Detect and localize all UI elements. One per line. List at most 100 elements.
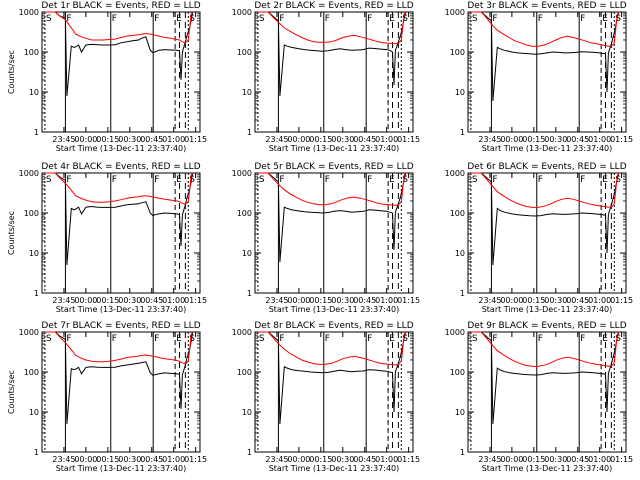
marker-label: E	[602, 14, 608, 24]
x-tick-label: 23:45	[52, 455, 75, 464]
marker-label: F	[492, 175, 497, 185]
marker-label: S	[615, 14, 621, 24]
series-lld	[257, 331, 407, 366]
x-tick-label: 00:15	[522, 455, 545, 464]
y-tick-label: 10	[29, 88, 39, 97]
x-tick-label: 00:30	[544, 296, 567, 305]
x-tick-label: 00:00	[287, 135, 310, 144]
x-tick-label: 00:15	[309, 296, 332, 305]
marker-label: E	[176, 175, 182, 185]
marker-label: F	[112, 334, 117, 344]
plot-frame	[41, 172, 201, 294]
x-tick-label: 23:45	[52, 135, 75, 144]
x-tick-label: 00:00	[287, 296, 310, 305]
x-tick-label: 01:00	[375, 135, 398, 144]
marker-label: F	[580, 334, 585, 344]
x-tick-label: 01:15	[397, 455, 420, 464]
series-lld	[257, 11, 407, 45]
y-tick-label: 1000	[232, 169, 252, 178]
series-events	[257, 331, 407, 425]
y-tick-label: 1000	[232, 8, 252, 17]
marker-label: S	[46, 14, 52, 24]
x-tick-label: 01:15	[397, 296, 420, 305]
marker-label: S	[402, 334, 408, 344]
marker-label: S	[615, 334, 621, 344]
marker-label: E	[602, 334, 608, 344]
y-tick-label: 100	[450, 209, 465, 218]
marker-label: F	[325, 334, 330, 344]
marker-label: E	[176, 334, 182, 344]
y-tick-label: 100	[237, 209, 252, 218]
x-tick-label: 00:00	[287, 455, 310, 464]
x-tick-label: 01:00	[162, 135, 185, 144]
x-tick-label: 00:45	[140, 296, 163, 305]
marker-label: F	[66, 175, 71, 185]
series-lld	[470, 331, 620, 367]
series-events	[44, 172, 195, 266]
y-tick-label: 10	[455, 408, 465, 417]
x-tick-label: 01:15	[610, 455, 633, 464]
marker-label: F	[580, 14, 585, 24]
y-tick-label: 1	[247, 448, 252, 457]
x-tick-label: 00:30	[544, 135, 567, 144]
y-tick-label: 1	[460, 448, 465, 457]
y-tick-label: 10	[242, 88, 252, 97]
x-tick-label: 00:45	[353, 135, 376, 144]
marker-label: E	[389, 14, 395, 24]
x-tick-label: 01:00	[162, 296, 185, 305]
x-tick-label: 00:15	[522, 135, 545, 144]
marker-label: F	[580, 175, 585, 185]
marker-label: E	[389, 175, 395, 185]
x-tick-label: 00:00	[74, 135, 97, 144]
series-events	[257, 172, 407, 262]
x-tick-label: 00:15	[96, 455, 119, 464]
marker-label: F	[112, 175, 117, 185]
y-tick-label: 1000	[445, 169, 465, 178]
y-tick-label: 1	[34, 448, 39, 457]
marker-label: S	[615, 175, 621, 185]
x-tick-label: 00:45	[566, 455, 589, 464]
x-tick-label: 00:45	[566, 135, 589, 144]
marker-label: S	[402, 175, 408, 185]
chart-title: Det 6r BLACK = Events, RED = LLD	[467, 162, 626, 172]
series-lld	[44, 172, 194, 205]
y-tick-label: 100	[24, 48, 39, 57]
marker-label: F	[492, 334, 497, 344]
y-tick-label: 1	[34, 128, 39, 137]
y-tick-label: 10	[242, 249, 252, 258]
y-tick-label: 100	[450, 368, 465, 377]
y-tick-label: 1000	[445, 328, 465, 337]
y-tick-label: 10	[455, 88, 465, 97]
y-tick-label: 1	[247, 289, 252, 298]
x-tick-label: 01:00	[588, 296, 611, 305]
x-tick-label: 00:00	[500, 455, 523, 464]
marker-label: F	[279, 14, 284, 24]
marker-label: S	[402, 14, 408, 24]
marker-label: F	[279, 175, 284, 185]
y-tick-label: 1000	[19, 8, 39, 17]
marker-label: E	[176, 14, 182, 24]
plot-frame	[254, 172, 414, 294]
x-tick-label: 01:15	[184, 455, 207, 464]
x-tick-label: 00:30	[118, 296, 141, 305]
x-tick-label: 01:00	[588, 455, 611, 464]
y-tick-label: 1	[460, 289, 465, 298]
y-tick-label: 100	[237, 48, 252, 57]
marker-label: F	[66, 334, 71, 344]
series-events	[470, 11, 620, 101]
marker-label: F	[492, 14, 497, 24]
marker-label: F	[154, 334, 159, 344]
x-tick-label: 01:00	[588, 135, 611, 144]
y-tick-label: 10	[29, 249, 39, 258]
x-tick-label: 23:45	[265, 455, 288, 464]
x-tick-label: 00:45	[140, 135, 163, 144]
series-lld	[257, 172, 407, 206]
chart-panel-3: Det 3r BLACK = Events, RED = LLD 1 10 100 10…	[445, 1, 634, 153]
x-tick-label: 00:30	[544, 455, 567, 464]
y-tick-label: 10	[455, 249, 465, 258]
y-tick-label: 1000	[232, 328, 252, 337]
marker-label: F	[154, 14, 159, 24]
marker-label: F	[367, 334, 372, 344]
